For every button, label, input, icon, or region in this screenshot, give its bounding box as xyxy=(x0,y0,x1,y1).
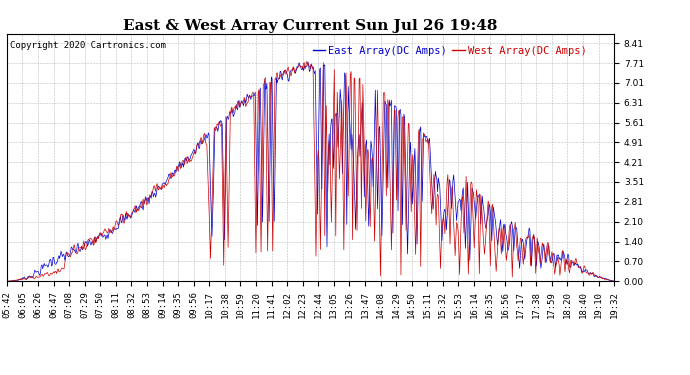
Legend: East Array(DC Amps), West Array(DC Amps): East Array(DC Amps), West Array(DC Amps) xyxy=(308,41,591,60)
Title: East & West Array Current Sun Jul 26 19:48: East & West Array Current Sun Jul 26 19:… xyxy=(124,19,497,33)
Text: Copyright 2020 Cartronics.com: Copyright 2020 Cartronics.com xyxy=(10,41,166,50)
